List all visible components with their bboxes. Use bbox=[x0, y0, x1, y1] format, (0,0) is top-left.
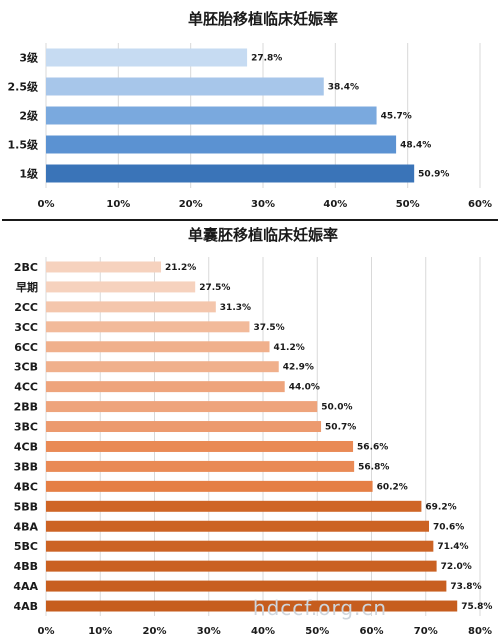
bar-1级 bbox=[46, 164, 415, 183]
tick-label-10: 10% bbox=[106, 199, 130, 210]
bar-早期 bbox=[46, 281, 196, 293]
category-label-4AB: 4AB bbox=[13, 600, 38, 613]
tick-label-0: 0% bbox=[38, 199, 55, 210]
category-label-3BB: 3BB bbox=[14, 460, 38, 473]
bar-3CC bbox=[46, 321, 250, 333]
bar-3BB bbox=[46, 460, 355, 472]
tick-label-30: 30% bbox=[251, 199, 275, 210]
bar-2级 bbox=[46, 106, 377, 125]
bar-4AA bbox=[46, 580, 447, 592]
value-label-2BB: 50.0% bbox=[321, 403, 352, 413]
chart-panel-single-blastocyst: 单囊胚移植临床妊娠率 2BC 21.2% 早期 27.5% 2CC 31.3% 3CC 37.5… bbox=[2, 219, 498, 644]
value-label-3BB: 56.8% bbox=[358, 462, 389, 472]
bar-4BC bbox=[46, 480, 373, 492]
tick-label-20: 20% bbox=[179, 199, 203, 210]
value-label-2.5级: 38.4% bbox=[328, 83, 359, 93]
bar-5BC bbox=[46, 540, 434, 552]
tick-label-60: 60% bbox=[468, 199, 492, 210]
value-label-1.5级: 48.4% bbox=[400, 141, 431, 151]
tick-label-40: 40% bbox=[323, 199, 347, 210]
tick-label-50: 50% bbox=[396, 199, 420, 210]
category-label-4BA: 4BA bbox=[13, 520, 38, 533]
chart-single-blastocyst: 单囊胚移植临床妊娠率 2BC 21.2% 早期 27.5% 2CC 31.3% 3CC 37.5… bbox=[13, 226, 492, 637]
tick-label-40: 40% bbox=[251, 626, 275, 637]
value-label-4BA: 70.6% bbox=[433, 522, 464, 532]
value-label-3CC: 37.5% bbox=[253, 323, 284, 333]
value-label-5BC: 71.4% bbox=[437, 542, 468, 552]
category-label-1.5级: 1.5级 bbox=[8, 138, 39, 152]
bar-3级 bbox=[46, 48, 248, 67]
category-label-3CC: 3CC bbox=[14, 321, 38, 334]
category-label-3级: 3级 bbox=[19, 51, 39, 65]
value-label-4CC: 44.0% bbox=[289, 383, 320, 393]
bar-1.5级 bbox=[46, 135, 397, 154]
value-label-2BC: 21.2% bbox=[165, 263, 196, 273]
value-label-4BC: 60.2% bbox=[377, 482, 408, 492]
tick-label-30: 30% bbox=[197, 626, 221, 637]
tick-label-50: 50% bbox=[305, 626, 329, 637]
value-label-2CC: 31.3% bbox=[220, 303, 251, 313]
bar-4BB bbox=[46, 560, 437, 572]
bar-3CB bbox=[46, 361, 279, 373]
category-label-2BC: 2BC bbox=[14, 261, 38, 274]
bar-2BB bbox=[46, 401, 318, 413]
value-label-5BB: 69.2% bbox=[425, 502, 456, 512]
value-label-4AA: 73.8% bbox=[450, 582, 481, 592]
value-label-6CC: 41.2% bbox=[274, 343, 305, 353]
tick-label-20: 20% bbox=[143, 626, 167, 637]
value-label-4BB: 72.0% bbox=[441, 562, 472, 572]
category-label-5BB: 5BB bbox=[14, 500, 38, 513]
category-label-2级: 2级 bbox=[19, 109, 39, 123]
category-label-3BC: 3BC bbox=[14, 421, 38, 434]
category-label-4BC: 4BC bbox=[14, 480, 38, 493]
bar-2BC bbox=[46, 261, 162, 273]
chart-single-embryo: 单胚胎移植临床妊娠率 3级 27.8% 2.5级 38.4% 2级 45.7% 1.5级 48.… bbox=[8, 10, 492, 210]
bar-4CB bbox=[46, 440, 354, 452]
tick-label-0: 0% bbox=[38, 626, 55, 637]
value-label-4AB: 75.8% bbox=[461, 602, 492, 612]
bar-4BA bbox=[46, 520, 430, 532]
category-label-6CC: 6CC bbox=[14, 341, 38, 354]
bar-4AB bbox=[46, 600, 458, 612]
tick-label-70: 70% bbox=[414, 626, 438, 637]
category-label-4CC: 4CC bbox=[14, 381, 38, 394]
bar-3BC bbox=[46, 421, 322, 433]
value-label-4CB: 56.6% bbox=[357, 442, 388, 452]
category-label-2BB: 2BB bbox=[14, 401, 38, 414]
category-label-3CB: 3CB bbox=[14, 361, 38, 374]
chart-title: 单胚胎移植临床妊娠率 bbox=[188, 10, 338, 28]
watermark-text: hdccf.org.cn bbox=[253, 596, 387, 620]
value-label-3CB: 42.9% bbox=[283, 363, 314, 373]
value-label-3级: 27.8% bbox=[251, 54, 282, 64]
value-label-3BC: 50.7% bbox=[325, 423, 356, 433]
value-label-1级: 50.9% bbox=[418, 170, 449, 180]
category-label-4BB: 4BB bbox=[14, 560, 38, 573]
tick-label-60: 60% bbox=[360, 626, 384, 637]
category-label-4AA: 4AA bbox=[13, 580, 38, 593]
bar-6CC bbox=[46, 341, 270, 353]
category-label-4CB: 4CB bbox=[14, 440, 38, 453]
chart-panel-single-embryo: 单胚胎移植临床妊娠率 3级 27.8% 2.5级 38.4% 2级 45.7% 1.5级 48.… bbox=[2, 0, 498, 216]
bar-2CC bbox=[46, 301, 216, 313]
category-label-早期: 早期 bbox=[16, 280, 38, 294]
bar-2.5级 bbox=[46, 77, 324, 96]
category-label-5BC: 5BC bbox=[14, 540, 38, 553]
tick-label-80: 80% bbox=[468, 626, 492, 637]
value-label-2级: 45.7% bbox=[381, 112, 412, 122]
category-label-1级: 1级 bbox=[19, 167, 39, 181]
tick-label-10: 10% bbox=[88, 626, 112, 637]
bar-4CC bbox=[46, 381, 285, 393]
value-label-早期: 27.5% bbox=[199, 283, 230, 293]
bar-5BB bbox=[46, 500, 422, 512]
category-label-2CC: 2CC bbox=[14, 301, 38, 314]
category-label-2.5级: 2.5级 bbox=[8, 80, 39, 94]
chart-title: 单囊胚移植临床妊娠率 bbox=[188, 226, 338, 244]
